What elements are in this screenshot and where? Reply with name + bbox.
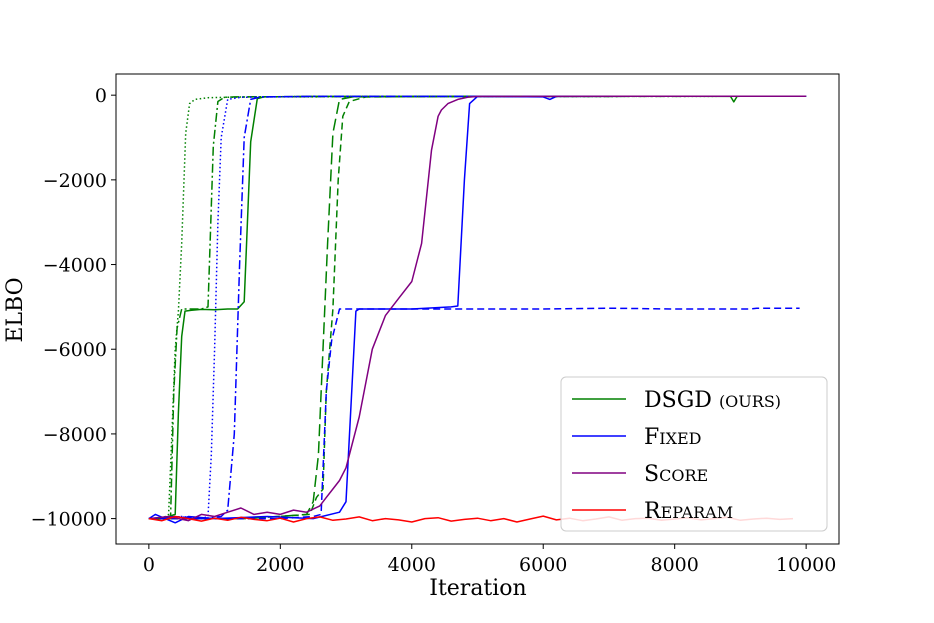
y-tick-label: −8000 [43, 424, 107, 446]
x-axis-label: Iteration [429, 576, 526, 601]
x-axis-ticks: 0 2000 4000 6000 8000 10000 [143, 544, 836, 576]
series-layer [148, 95, 807, 524]
x-tick-label: 6000 [519, 554, 567, 576]
legend-entry-label: SCORE [644, 462, 708, 487]
x-tick-label: 4000 [388, 554, 436, 576]
series-line-dsgd-longdash-4 [148, 95, 807, 520]
x-tick-label: 0 [143, 554, 155, 576]
legend-box [560, 376, 828, 532]
series-line-dsgd-solid-0 [148, 95, 807, 520]
series-line-fixed-dashdot-7 [148, 95, 807, 520]
series-line-fixed-dotted-8 [148, 95, 807, 520]
legend-entry-label: FIXED [644, 425, 701, 450]
y-tick-label: −6000 [43, 339, 107, 361]
series-line-dsgd-dashdot-2 [148, 95, 807, 520]
y-tick-label: 0 [95, 85, 107, 107]
series-line-dsgd-dotted-3 [148, 95, 807, 520]
x-tick-label: 10000 [776, 554, 836, 576]
plot-frame [115, 73, 840, 545]
y-tick-label: −4000 [43, 255, 107, 277]
series-line-fixed-dashed-6 [148, 307, 800, 520]
x-tick-label: 2000 [256, 554, 304, 576]
y-axis-ticks: 0 −2000 −4000 −6000 −8000 −10000 [31, 85, 116, 531]
y-tick-label: −2000 [43, 170, 107, 192]
legend: DSGD (OURS) FIXED SCORE REPARAM [560, 376, 828, 532]
y-tick-label: −10000 [31, 509, 107, 531]
x-tick-label: 8000 [651, 554, 699, 576]
legend-entry-label: REPARAM [644, 499, 733, 524]
series-line-fixed-solid-5 [148, 95, 807, 524]
series-line-score-solid-9 [148, 95, 807, 522]
y-axis-label: ELBO [3, 277, 28, 342]
legend-entry-label: DSGD (OURS) [644, 388, 781, 413]
